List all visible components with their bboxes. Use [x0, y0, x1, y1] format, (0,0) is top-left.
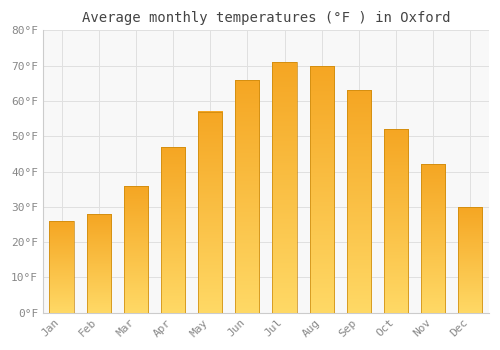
Bar	[384, 129, 408, 313]
Bar	[421, 164, 445, 313]
Bar	[50, 221, 74, 313]
Bar	[272, 62, 296, 313]
Bar	[161, 147, 185, 313]
Bar	[86, 214, 111, 313]
Bar	[124, 186, 148, 313]
Bar	[236, 80, 260, 313]
Title: Average monthly temperatures (°F ) in Oxford: Average monthly temperatures (°F ) in Ox…	[82, 11, 450, 25]
Bar	[458, 207, 482, 313]
Bar	[198, 112, 222, 313]
Bar	[347, 90, 371, 313]
Bar	[310, 66, 334, 313]
